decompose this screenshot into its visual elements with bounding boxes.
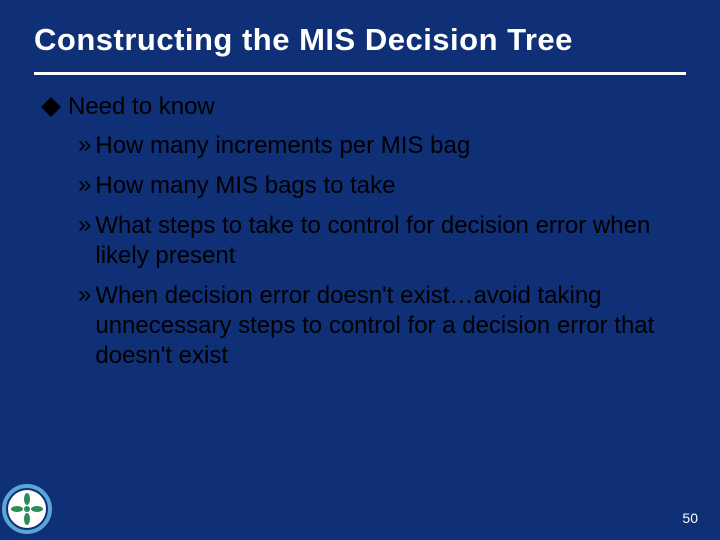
bullet-level1: Need to know xyxy=(44,93,676,121)
slide-body: Need to know » How many increments per M… xyxy=(0,93,720,371)
bullet-level2: » How many increments per MIS bag xyxy=(78,131,676,161)
slide: Constructing the MIS Decision Tree Need … xyxy=(0,0,720,540)
raquo-bullet-icon: » xyxy=(78,171,91,200)
slide-title: Constructing the MIS Decision Tree xyxy=(0,0,720,68)
epa-logo-icon xyxy=(2,484,52,534)
level2-text: When decision error doesn't exist…avoid … xyxy=(95,281,676,371)
raquo-bullet-icon: » xyxy=(78,281,91,310)
bullet-level2: » When decision error doesn't exist…avoi… xyxy=(78,281,676,371)
level2-text: How many MIS bags to take xyxy=(95,171,395,201)
page-number: 50 xyxy=(682,510,698,526)
level2-text: How many increments per MIS bag xyxy=(95,131,470,161)
bullet-level2: » How many MIS bags to take xyxy=(78,171,676,201)
level1-text: Need to know xyxy=(68,93,215,121)
diamond-bullet-icon xyxy=(41,97,61,117)
level2-text: What steps to take to control for decisi… xyxy=(95,211,676,271)
bullet-level2: » What steps to take to control for deci… xyxy=(78,211,676,271)
title-underline xyxy=(34,72,686,75)
raquo-bullet-icon: » xyxy=(78,211,91,240)
raquo-bullet-icon: » xyxy=(78,131,91,160)
